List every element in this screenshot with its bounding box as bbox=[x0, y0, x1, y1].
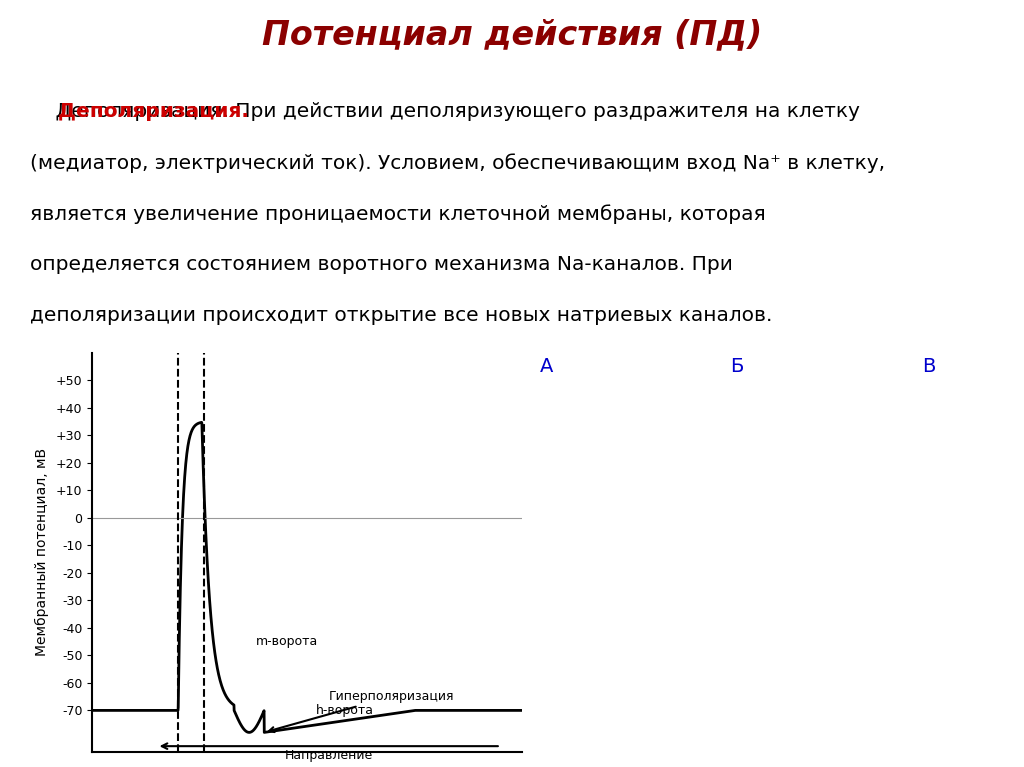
Text: Деполяризация.: Деполяризация. bbox=[31, 102, 249, 121]
Text: Б: Б bbox=[730, 357, 744, 377]
Text: Направление
распространения
импульса: Направление распространения импульса bbox=[270, 749, 387, 767]
Text: m-ворота: m-ворота bbox=[256, 635, 317, 648]
Text: Деполяризация. При действии деполяризующего раздражителя на клетку: Деполяризация. При действии деполяризующ… bbox=[31, 102, 860, 121]
Text: А: А bbox=[540, 357, 553, 377]
Text: является увеличение проницаемости клеточной мембраны, которая: является увеличение проницаемости клеточ… bbox=[31, 204, 766, 224]
Text: Потенциал действия (ПД): Потенциал действия (ПД) bbox=[262, 18, 762, 51]
Text: Гиперполяризация: Гиперполяризация bbox=[269, 690, 455, 732]
Text: определяется состоянием воротного механизма Na-каналов. При: определяется состоянием воротного механи… bbox=[31, 255, 733, 275]
Y-axis label: Мембранный потенциал, мВ: Мембранный потенциал, мВ bbox=[35, 448, 49, 657]
Text: В: В bbox=[922, 357, 935, 377]
Text: (медиатор, электрический ток). Условием, обеспечивающим вход Na⁺ в клетку,: (медиатор, электрический ток). Условием,… bbox=[31, 153, 886, 173]
Text: деполяризации происходит открытие все новых натриевых каналов.: деполяризации происходит открытие все но… bbox=[31, 307, 773, 325]
Text: h-ворота: h-ворота bbox=[315, 704, 374, 717]
